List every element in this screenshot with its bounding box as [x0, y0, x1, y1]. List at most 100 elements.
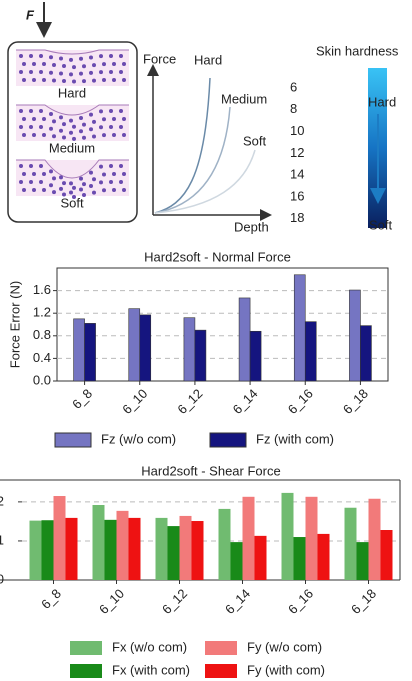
- particle: [92, 134, 96, 138]
- particle: [92, 120, 96, 124]
- bar: [357, 542, 369, 580]
- x-tick-label: 6_18: [348, 586, 379, 617]
- particle: [29, 54, 33, 58]
- particle: [22, 133, 26, 137]
- particle: [72, 125, 76, 129]
- legend-label: Fx (with com): [112, 662, 190, 677]
- curve-label: Soft: [243, 133, 267, 148]
- particle: [72, 186, 76, 190]
- particle: [119, 109, 123, 113]
- particle: [112, 172, 116, 176]
- particle: [109, 70, 113, 74]
- particle: [49, 169, 53, 173]
- x-tick-label: 6_12: [159, 586, 190, 617]
- particle: [112, 133, 116, 137]
- bar: [105, 520, 117, 580]
- particle: [69, 190, 73, 194]
- particle: [89, 171, 93, 175]
- panel-label: Soft: [60, 195, 84, 210]
- particle: [99, 54, 103, 58]
- particle: [29, 180, 33, 184]
- particle: [52, 63, 56, 67]
- bar: [85, 323, 96, 381]
- bar: [360, 326, 371, 381]
- bar: [129, 518, 141, 580]
- particle: [79, 177, 83, 181]
- colorbar-bottom: Soft: [369, 217, 393, 232]
- particle: [49, 112, 53, 116]
- particle: [89, 113, 93, 117]
- bar: [54, 496, 66, 580]
- particle: [82, 123, 86, 127]
- bar: [74, 319, 85, 381]
- bar: [180, 516, 192, 580]
- y-tick-label: 0: [0, 571, 4, 586]
- bar: [369, 499, 381, 580]
- panel-label: Medium: [49, 140, 95, 155]
- particle: [112, 188, 116, 192]
- particle: [119, 125, 123, 129]
- particle: [89, 55, 93, 59]
- particle: [42, 62, 46, 66]
- particle: [62, 79, 66, 83]
- particle: [42, 172, 46, 176]
- particle: [42, 133, 46, 137]
- y-tick-label: 0.8: [33, 327, 51, 342]
- particle: [29, 125, 33, 129]
- colorbar-tick: 8: [290, 101, 297, 116]
- x-tick-label: 6_8: [69, 386, 95, 412]
- particle: [19, 180, 23, 184]
- particle: [22, 172, 26, 176]
- particle: [42, 117, 46, 121]
- particle: [99, 165, 103, 169]
- particle: [59, 129, 63, 133]
- bar: [318, 534, 330, 580]
- particle: [39, 54, 43, 58]
- particle: [109, 180, 113, 184]
- particle: [32, 78, 36, 82]
- particle: [122, 78, 126, 82]
- particle: [79, 57, 83, 61]
- bar: [93, 505, 105, 580]
- particle: [69, 72, 73, 76]
- particle: [79, 129, 83, 133]
- particle: [102, 172, 106, 176]
- particle: [52, 134, 56, 138]
- legend-label: Fy (with com): [247, 662, 325, 677]
- particle: [99, 70, 103, 74]
- particle: [89, 127, 93, 131]
- particle: [112, 62, 116, 66]
- particle: [69, 119, 73, 123]
- particle: [52, 78, 56, 82]
- charts: Hard2soft - Normal ForceForce Error (N)0…: [0, 249, 400, 678]
- legend-swatch: [70, 641, 102, 655]
- particle: [62, 64, 66, 68]
- force-axis-label: Force: [143, 51, 176, 66]
- hard-curve: [155, 78, 210, 213]
- particle: [72, 65, 76, 69]
- bar: [255, 536, 267, 580]
- legend-label: Fz (with com): [256, 431, 334, 446]
- legend-label: Fz (w/o com): [101, 431, 176, 446]
- bar: [294, 537, 306, 580]
- y-tick-label: 1.6: [33, 282, 51, 297]
- particle: [102, 188, 106, 192]
- particle: [102, 133, 106, 137]
- x-tick-label: 6_10: [119, 386, 150, 417]
- particle: [109, 164, 113, 168]
- particle: [122, 133, 126, 137]
- legend-swatch: [205, 664, 237, 678]
- bar: [349, 290, 360, 381]
- particle: [112, 117, 116, 121]
- particle: [59, 175, 63, 179]
- particle: [29, 164, 33, 168]
- y-axis-label: Force Error (N): [7, 281, 22, 368]
- particle: [32, 117, 36, 121]
- bar: [140, 315, 151, 381]
- particle: [102, 62, 106, 66]
- particle: [89, 184, 93, 188]
- figure: F HardMediumSoft Force Depth Hard Medium…: [0, 0, 412, 681]
- particle: [39, 180, 43, 184]
- particle: [19, 54, 23, 58]
- bar: [345, 508, 357, 580]
